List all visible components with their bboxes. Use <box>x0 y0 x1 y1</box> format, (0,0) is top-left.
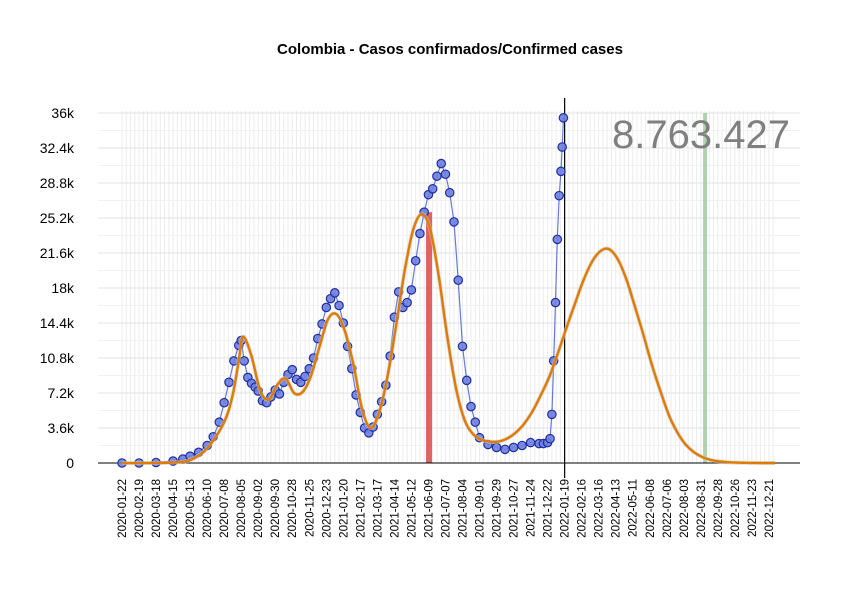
x-tick-label: 2022-04-13 <box>611 479 623 538</box>
y-tick-label: 36k <box>51 105 75 121</box>
x-tick-label: 2021-06-09 <box>423 479 435 538</box>
data-point <box>444 187 455 198</box>
x-tick-label: 2021-12-22 <box>543 479 555 538</box>
data-point <box>491 442 502 453</box>
data-point <box>330 288 340 298</box>
data-point <box>406 285 417 295</box>
x-tick-label: 2020-10-28 <box>287 479 299 538</box>
x-tick-label: 2021-01-20 <box>338 479 350 538</box>
y-axis-ticks: 0 3.6k 7.2k 10.8k 14.4k 18k 21.6k 25.2k 28.8k 32.… <box>40 105 75 471</box>
data-point <box>239 356 250 366</box>
data-point <box>453 275 464 286</box>
data-point <box>558 113 569 123</box>
data-point <box>432 171 442 181</box>
x-tick-label: 2020-09-02 <box>253 479 265 538</box>
data-point <box>440 169 451 180</box>
data-point <box>517 440 527 451</box>
y-tick-label: 3.6k <box>48 420 75 436</box>
x-tick-label: 2022-07-06 <box>662 479 674 538</box>
data-point <box>552 234 563 245</box>
data-point <box>550 297 561 308</box>
x-tick-label: 2021-11-24 <box>526 478 538 537</box>
data-point <box>274 389 285 399</box>
chart-title: Colombia - Casos confirmados/Confirmed c… <box>277 41 623 58</box>
date-markers <box>426 98 708 478</box>
data-point <box>427 184 438 194</box>
data-point <box>500 444 510 455</box>
x-tick-label: 2021-02-17 <box>355 479 367 538</box>
x-tick-label: 2021-10-27 <box>509 479 521 538</box>
y-tick-label: 28.8k <box>40 175 75 191</box>
x-tick-label: 2022-03-16 <box>594 479 606 538</box>
data-point <box>461 375 472 386</box>
x-tick-label: 2020-09-30 <box>270 479 282 538</box>
data-point <box>557 142 567 152</box>
data-point <box>410 255 421 266</box>
x-tick-label: 2020-04-15 <box>168 479 180 538</box>
x-tick-label: 2020-02-19 <box>134 479 146 538</box>
x-tick-label: 2020-08-05 <box>236 479 248 538</box>
x-tick-label: 2021-09-29 <box>492 479 504 538</box>
x-tick-label: 2022-02-16 <box>577 479 589 538</box>
x-tick-label: 2022-01-19 <box>560 479 572 538</box>
y-tick-label: 7.2k <box>48 385 75 401</box>
x-tick-label: 2020-01-22 <box>117 479 129 538</box>
y-tick-label: 14.4k <box>40 315 75 331</box>
x-tick-label: 2020-06-10 <box>202 479 214 538</box>
data-point <box>402 297 412 308</box>
total-cases-label: 8.763.427 <box>612 113 790 157</box>
data-point <box>415 228 425 239</box>
data-point <box>219 397 229 408</box>
x-tick-label: 2021-05-12 <box>406 479 418 538</box>
green-marker-bar <box>703 113 708 463</box>
y-tick-label: 25.2k <box>40 210 75 226</box>
x-tick-label: 2020-05-13 <box>185 479 197 538</box>
data-point <box>554 190 564 201</box>
data-point <box>525 437 536 448</box>
data-point <box>224 377 234 388</box>
series-layer <box>117 113 775 468</box>
x-tick-label: 2022-06-08 <box>645 479 657 538</box>
data-point <box>466 401 476 412</box>
data-point <box>436 158 447 169</box>
x-tick-label: 2020-07-08 <box>219 479 231 538</box>
data-point <box>457 341 468 352</box>
x-tick-label: 2022-08-31 <box>696 479 708 538</box>
x-tick-label: 2021-03-17 <box>372 479 384 538</box>
y-tick-label: 10.8k <box>40 350 75 366</box>
data-point <box>449 217 459 227</box>
data-point <box>287 364 298 375</box>
data-point <box>556 166 566 177</box>
x-tick-label: 2021-07-07 <box>440 479 452 538</box>
red-marker-bar <box>426 212 433 463</box>
x-tick-label: 2020-12-23 <box>321 479 333 538</box>
data-point <box>321 302 332 313</box>
x-axis-ticks: 2020-01-22 2020-02-19 2020-03-18 2020-04-15… <box>117 478 776 537</box>
x-tick-label: 2022-11-23 <box>747 479 759 537</box>
x-tick-label: 2022-12-21 <box>764 479 776 538</box>
x-tick-label: 2022-10-26 <box>730 479 742 538</box>
data-point <box>334 300 344 311</box>
y-tick-label: 32.4k <box>40 140 75 156</box>
x-tick-label: 2021-09-01 <box>475 479 487 538</box>
y-tick-label: 0 <box>66 455 74 471</box>
data-point <box>547 409 557 420</box>
x-tick-label: 2020-11-25 <box>304 479 316 537</box>
data-point <box>545 433 555 444</box>
x-tick-label: 2022-08-03 <box>679 479 691 538</box>
x-tick-label: 2021-04-14 <box>389 478 401 537</box>
x-tick-label: 2022-05-11 <box>628 479 640 537</box>
x-tick-label: 2022-09-28 <box>713 479 725 538</box>
y-tick-label: 18k <box>51 280 75 296</box>
x-tick-label: 2020-03-18 <box>151 479 163 538</box>
data-point <box>508 442 519 453</box>
series-fit-line <box>121 212 775 465</box>
y-tick-label: 21.6k <box>40 245 75 261</box>
x-tick-label: 2021-08-04 <box>457 478 469 537</box>
grid <box>98 111 800 464</box>
data-point <box>470 417 481 427</box>
